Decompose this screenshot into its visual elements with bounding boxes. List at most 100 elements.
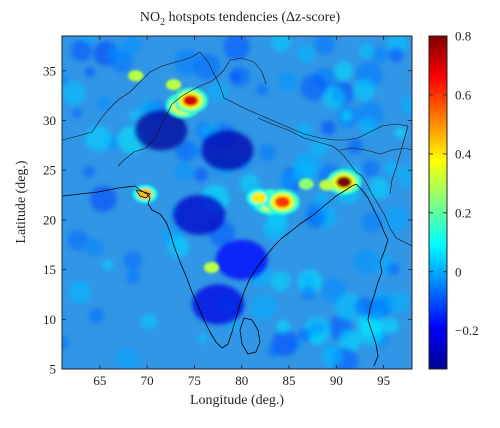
texture-blob [314,191,329,207]
colorbar-tick-label: 0.8 [455,29,471,44]
texture-blob [297,44,316,64]
texture-blob [258,144,276,162]
low-zone [135,110,188,151]
hotspot-mark [128,70,144,82]
texture-blob [62,81,86,106]
texture-blob [400,95,412,114]
x-axis-label: Longitude (deg.) [190,393,284,408]
hotspot-mark [166,79,182,91]
texture-blob [300,285,316,301]
texture-blob [116,347,139,369]
y-axis-label: Latitude (deg.) [14,160,29,244]
sri-lanka [239,317,261,355]
texture-blob [67,230,89,251]
texture-blob [167,236,190,258]
coastline-bay-east [355,183,389,241]
hotspot-mark [319,179,335,191]
texture-blob [193,167,208,182]
texture-blob [62,74,68,86]
texture-blob [297,328,312,342]
texture-blob [310,138,329,157]
texture-blob [293,151,321,179]
texture-blob [358,117,377,135]
x-tick-label: 75 [188,373,201,388]
x-tick-label: 70 [141,373,154,388]
border-pakistan-afghanistan [199,51,225,99]
border-nepal-south [257,117,333,147]
texture-blob [195,121,213,140]
texture-blob [128,109,141,122]
texture-blob [239,173,260,194]
texture-blob [89,308,105,324]
texture-blob [70,40,92,62]
x-tick-label: 80 [235,373,248,388]
border-china-myanmar [389,125,409,195]
x-tick-label: 90 [330,373,343,388]
texture-blob [395,127,406,139]
texture-blob [322,86,345,109]
y-tick-label: 35 [43,63,56,78]
texture-blob [107,45,125,63]
texture-blob [251,293,277,320]
texture-blob [208,81,228,102]
texture-blob [388,47,404,63]
x-tick-label: 95 [377,373,390,388]
border-himalaya-north [223,97,409,141]
border-india-pakistan [117,59,231,167]
texture-blob [102,259,114,271]
texture-blob [384,206,409,231]
colorbar-ticks: 0.8 0.6 0.4 0.2 0 −0.2 [429,29,479,338]
low-zone [192,284,245,325]
low-value-zones [135,110,268,325]
texture-blob [368,177,390,200]
low-zone [201,130,254,171]
texture-blob [277,71,298,92]
texture-blob [353,79,376,102]
texture-blob [175,140,197,162]
hotspots [128,70,362,274]
texture-blob [279,171,297,189]
borders [62,51,412,247]
texture-blob [335,293,363,321]
texture-blob [321,346,343,367]
texture-blob [321,120,336,135]
texture-blob [97,96,112,111]
texture-blob [383,318,399,334]
texture-blob [125,269,141,284]
heatmap-field [62,36,412,369]
coastline-gulf-of-kutch [135,189,151,199]
plot-frame [61,35,413,370]
texture-blob [68,280,92,304]
texture-blob [141,313,158,330]
texture-blob [223,36,250,61]
texture-blob [255,83,268,96]
texture-blob [341,110,352,122]
hotspot-mark [336,176,352,188]
colorbar-tick-label: 0 [455,264,462,279]
texture-blob [309,331,324,345]
border-myanmar [365,181,412,247]
texture-blob [62,335,69,350]
x-tick-label: 85 [283,373,296,388]
texture-blob [84,238,104,257]
texture-blob [85,66,96,78]
texture-blob [296,123,312,139]
colorbar-tick-label: 0.2 [455,205,471,220]
y-axis-ticks: 5 10 15 20 25 30 35 [43,63,412,377]
y-tick-label: 10 [43,312,56,327]
texture-blob [388,292,409,313]
hotspot-mark [251,192,267,204]
texture-blob [362,160,380,178]
y-tick-label: 30 [43,113,56,128]
border-bangladesh [331,145,367,183]
x-axis-ticks: 65 70 75 80 85 90 95 [93,36,390,388]
texture-blob [271,36,292,52]
texture-blob [229,70,241,83]
texture-blob [300,74,328,101]
hotspot-mark [203,262,220,274]
texture-blob [353,248,380,275]
texture-blob [192,145,205,158]
hotspot-mark [298,178,314,190]
texture-blob [123,251,142,270]
